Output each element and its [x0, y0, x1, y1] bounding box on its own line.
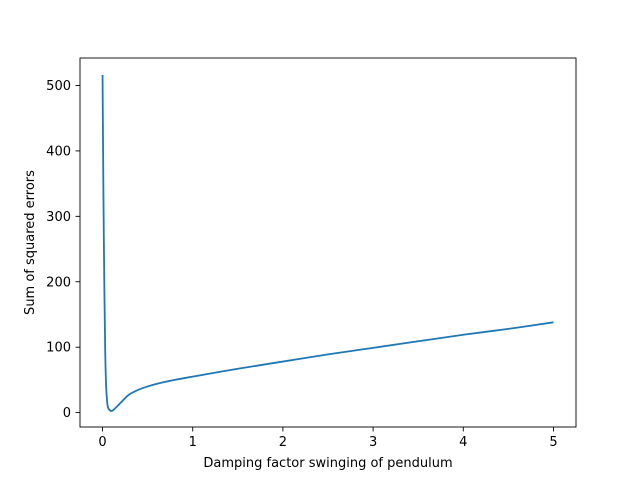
- x-tick-label: 1: [189, 435, 197, 450]
- x-tick-label: 2: [279, 435, 287, 450]
- x-tick-label: 3: [369, 435, 377, 450]
- y-tick-label: 200: [46, 275, 71, 290]
- y-tick-label: 400: [46, 144, 71, 159]
- plot-frame: [79, 57, 577, 428]
- y-tick-label: 0: [63, 406, 71, 421]
- x-axis-label: Damping factor swinging of pendulum: [203, 456, 452, 471]
- y-axis-label: Sum of squared errors: [23, 170, 38, 315]
- x-tick-label: 4: [459, 435, 467, 450]
- y-tick-label: 100: [46, 341, 71, 356]
- x-tick-label: 5: [549, 435, 557, 450]
- series-line: [101, 75, 554, 412]
- y-tick-label: 300: [46, 210, 71, 225]
- x-tick-label: 0: [98, 435, 106, 450]
- y-tick-label: 500: [46, 79, 71, 94]
- tick-group: 0 1 2 3 4 5 0 100 200 300 400 500: [46, 79, 557, 450]
